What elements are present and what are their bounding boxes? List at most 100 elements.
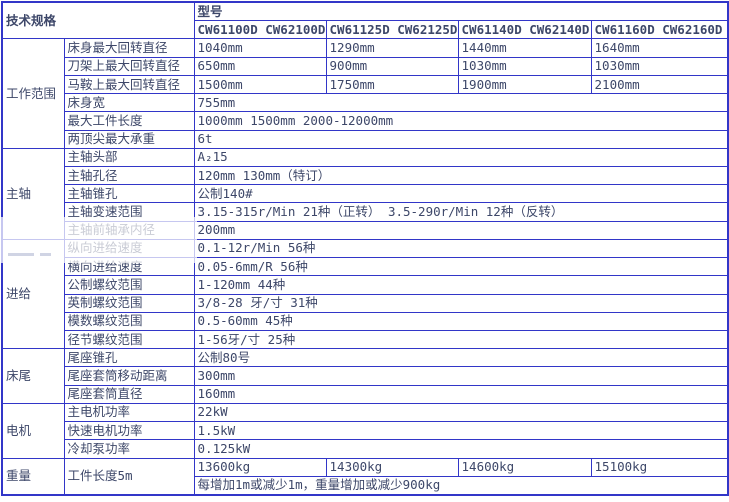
spec-label-cell: 主轴前轴承内径 bbox=[63, 220, 195, 240]
spec-label-cell: 床身宽 bbox=[63, 93, 195, 113]
spec-label-cell: 冷却泵功率 bbox=[63, 439, 195, 459]
spec-label-cell: 尾座套筒直径 bbox=[63, 384, 195, 404]
table-row: 工作范围 床身最大回转直径 1040mm 1290mm 1440mm 1640mm bbox=[1, 38, 729, 149]
spec-label-cell: 主轴变速范围 bbox=[63, 202, 195, 222]
spec-label-cell: 尾座锥孔 bbox=[63, 348, 195, 368]
value-cell: 0.1-12r/Min 56种 bbox=[193, 238, 729, 259]
spec-label-cell: 工件长度5m bbox=[63, 457, 195, 496]
value-cell: 160mm bbox=[193, 384, 729, 404]
value-cell: 1000mm 1500mm 2000-12000mm bbox=[193, 111, 729, 131]
table-row: 主轴孔径 120mm 130mm（特订） bbox=[2, 165, 729, 186]
value-cell: 0.125kW bbox=[193, 439, 729, 459]
table-row: 电机 主电机功率 22kW bbox=[1, 402, 729, 459]
spec-label-cell: 刀架上最大回转直径 bbox=[63, 56, 195, 76]
note-cell: 每增加1m或减少1m，重量增加或减少900kg bbox=[193, 475, 729, 496]
spec-label-cell: 纵向进给速度 bbox=[63, 238, 195, 259]
value-cell: 1900mm bbox=[457, 74, 592, 95]
table-row: 主轴变速范围 3.15-315r/Min 21种（正转） 3.5-290r/Min… bbox=[2, 202, 729, 222]
table-row: 公制螺纹范围 1-120mm 44种 bbox=[2, 275, 729, 295]
value-cell: 1-120mm 44种 bbox=[193, 275, 729, 295]
value-cell: 公制80号 bbox=[193, 348, 729, 368]
value-cell: 120mm 130mm（特订） bbox=[193, 165, 729, 186]
value-cell: 3.15-315r/Min 21种（正转） 3.5-290r/Min 12种（反… bbox=[193, 202, 729, 222]
value-cell: 1500mm bbox=[193, 74, 327, 95]
value-cell: 14600kg bbox=[457, 457, 592, 477]
value-cell: 1290mm bbox=[325, 38, 459, 58]
value-cell: 2100mm bbox=[590, 74, 729, 95]
spec-label-cell: 主轴锥孔 bbox=[63, 184, 195, 204]
model-cell: CW61125D CW62125D bbox=[325, 20, 459, 40]
spec-label-cell: 最大工件长度 bbox=[63, 111, 195, 131]
table-row: 每增加1m或减少1m，重量增加或减少900kg bbox=[2, 475, 729, 496]
spec-label-cell: 公制螺纹范围 bbox=[63, 275, 195, 295]
spec-label-cell: 主电机功率 bbox=[63, 402, 195, 423]
spec-label-cell: 马鞍上最大回转直径 bbox=[63, 74, 195, 95]
value-cell: 1750mm bbox=[325, 74, 459, 95]
category-cell: 工作范围 bbox=[1, 38, 65, 149]
spec-label-cell: 横向进给速度 bbox=[63, 257, 195, 277]
value-cell: 1-56牙/寸 25种 bbox=[193, 329, 729, 350]
value-cell: 300mm bbox=[193, 366, 729, 386]
value-cell: 650mm bbox=[193, 56, 327, 76]
value-cell: 1.5kW bbox=[193, 421, 729, 441]
value-cell: 1030mm bbox=[590, 56, 729, 76]
value-cell: 6t bbox=[193, 129, 729, 149]
table-row: 尾座套筒移动距离 300mm bbox=[2, 366, 729, 386]
table-row: 尾座套筒直径 160mm bbox=[2, 384, 729, 404]
spec-label-cell: 径节螺纹范围 bbox=[63, 329, 195, 350]
table-row: 英制螺纹范围 3/8-28 牙/寸 31种 bbox=[2, 293, 729, 313]
table-row: 快速电机功率 1.5kW bbox=[2, 421, 729, 441]
value-cell: 13600kg bbox=[193, 457, 327, 477]
model-row: CW61100D CW62100D CW61125D CW62125D CW61… bbox=[2, 20, 729, 40]
table-row: 马鞍上最大回转直径 1500mm 1750mm 1900mm 2100mm bbox=[2, 74, 729, 95]
table-row: 横向进给速度 0.05-6mm/R 56种 bbox=[2, 257, 729, 277]
table-row: 模数螺纹范围 0.5-60mm 45种 bbox=[2, 311, 729, 331]
spec-label-cell: 主轴头部 bbox=[63, 147, 195, 168]
table-row: 主轴 主轴头部 A₂15 bbox=[1, 147, 729, 240]
spec-label-cell: 床身最大回转直径 bbox=[63, 38, 195, 58]
value-cell: 0.05-6mm/R 56种 bbox=[193, 257, 729, 277]
table-row: 最大工件长度 1000mm 1500mm 2000-12000mm bbox=[2, 111, 729, 131]
spec-label-cell: 快速电机功率 bbox=[63, 421, 195, 441]
model-cell: CW61140D CW62140D bbox=[457, 20, 592, 40]
value-cell: 200mm bbox=[193, 220, 729, 240]
table-row: 冷却泵功率 0.125kW bbox=[2, 439, 729, 459]
value-cell: 1040mm bbox=[193, 38, 327, 58]
header-row: 技术规格 型号 bbox=[1, 1, 729, 40]
table-row: 主轴前轴承内径 200mm bbox=[2, 220, 729, 240]
model-cell: CW61160D CW62160D bbox=[590, 20, 729, 40]
value-cell: 22kW bbox=[193, 402, 729, 423]
model-header-cell: 型号 bbox=[193, 1, 729, 22]
value-cell: 755mm bbox=[193, 93, 729, 113]
table-row: 重量 工件长度5m 13600kg 14300kg 14600kg 15100kg bbox=[1, 457, 729, 496]
category-cell: 床尾 bbox=[1, 348, 65, 404]
table-row: 床尾 尾座锥孔 公制80号 bbox=[1, 348, 729, 404]
spec-label-cell: 尾座套筒移动距离 bbox=[63, 366, 195, 386]
value-cell: 15100kg bbox=[590, 457, 729, 477]
spec-label-cell: 英制螺纹范围 bbox=[63, 293, 195, 313]
value-cell: 1440mm bbox=[457, 38, 592, 58]
value-cell: 公制140# bbox=[193, 184, 729, 204]
spec-title-cell: 技术规格 bbox=[1, 1, 195, 40]
table-row: 床身宽 755mm bbox=[2, 93, 729, 113]
category-cell: 主轴 bbox=[1, 147, 65, 240]
spec-label-cell: 模数螺纹范围 bbox=[63, 311, 195, 331]
value-cell: 14300kg bbox=[325, 457, 459, 477]
value-cell: 0.5-60mm 45种 bbox=[193, 311, 729, 331]
value-cell: 3/8-28 牙/寸 31种 bbox=[193, 293, 729, 313]
spec-label-cell: 主轴孔径 bbox=[63, 165, 195, 186]
table-row: 两顶尖最大承重 6t bbox=[2, 129, 729, 149]
category-cell: 重量 bbox=[1, 457, 65, 496]
table-row: 径节螺纹范围 1-56牙/寸 25种 bbox=[2, 329, 729, 350]
value-cell: 1030mm bbox=[457, 56, 592, 76]
value-cell: 900mm bbox=[325, 56, 459, 76]
table-row: 主轴锥孔 公制140# bbox=[2, 184, 729, 204]
table-row: 刀架上最大回转直径 650mm 900mm 1030mm 1030mm bbox=[2, 56, 729, 76]
table-row: 进给 纵向进给速度 0.1-12r/Min 56种 bbox=[1, 238, 729, 350]
value-cell: A₂15 bbox=[193, 147, 729, 168]
value-cell: 1640mm bbox=[590, 38, 729, 58]
spec-label-cell: 两顶尖最大承重 bbox=[63, 129, 195, 149]
